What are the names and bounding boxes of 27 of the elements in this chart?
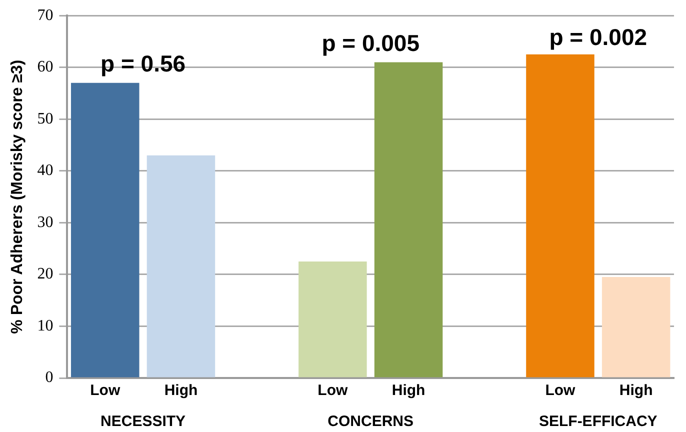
bar [298,262,367,378]
x-tick-label: Low [318,382,348,400]
x-tick-label: Low [90,382,120,400]
text: CONCERNS [328,413,414,430]
x-tick-label: High [164,382,198,400]
x-tick-label: High [392,382,426,400]
annotation: p = 0.002 [549,24,648,50]
y-tick-label: 50 [37,110,54,128]
y-tick-label: 40 [37,162,54,180]
text: NECESSITY [100,413,186,430]
y-tick-label: 60 [37,58,54,76]
text: SELF-EFFICACY [538,413,658,430]
y-tick-label: 30 [37,214,54,231]
y-tick-label: 70 [37,6,54,24]
bar [70,82,140,378]
annotation: p = 0.005 [322,30,420,56]
bar [146,155,216,378]
bar [374,62,443,378]
x-tick-label: Low [545,382,576,400]
y-tick-label: 20 [37,266,54,283]
bar [602,277,670,378]
y-tick-label: 0 [45,369,54,386]
y-axis-title: % Poor Adherers (Morisky score ≥3) [9,60,26,334]
annotation: p = 0.56 [100,50,186,77]
y-tick-label: 10 [37,317,54,334]
x-tick-label: High [619,382,653,400]
bar [526,54,594,378]
